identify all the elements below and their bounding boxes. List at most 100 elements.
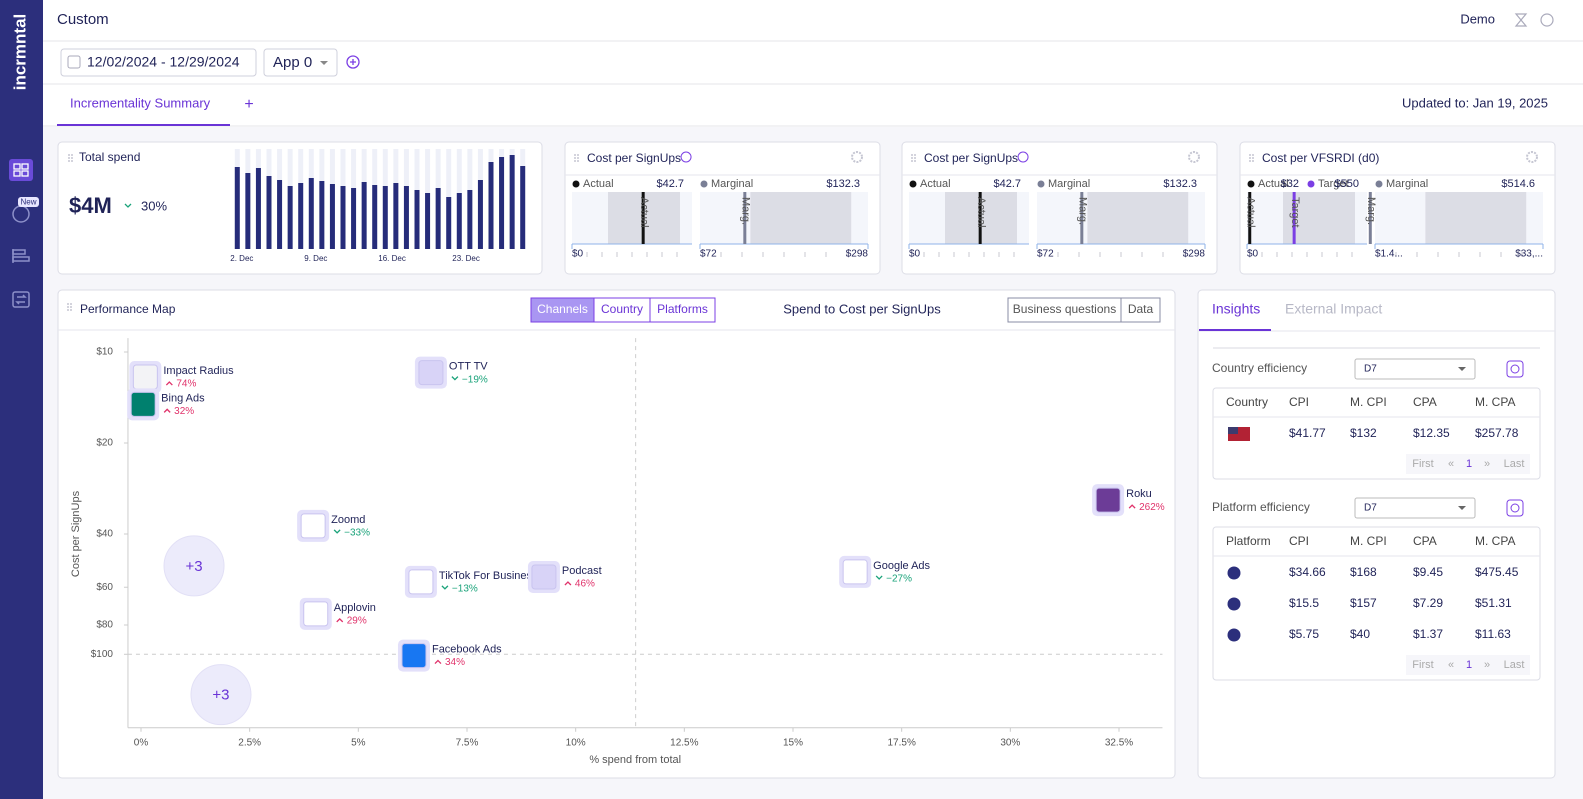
settings-icon[interactable] (851, 151, 863, 163)
column-toggle[interactable] (1506, 360, 1524, 378)
drag-handle[interactable] (71, 160, 73, 162)
drag-handle[interactable] (70, 309, 72, 311)
drag-handle[interactable] (911, 160, 913, 162)
pager-item[interactable]: » (1484, 458, 1490, 470)
drag-handle[interactable] (577, 154, 579, 156)
pager-item[interactable]: » (1484, 659, 1490, 671)
action-button[interactable] (1120, 297, 1161, 323)
column-header[interactable]: M. CPI (1350, 395, 1387, 409)
scale-label: $1.4... (1375, 249, 1403, 260)
add-filter[interactable] (346, 55, 360, 69)
point[interactable] (1095, 487, 1121, 513)
y-tick-label: $40 (96, 529, 113, 540)
drag-handle[interactable] (1252, 154, 1254, 156)
drag-handle[interactable] (577, 160, 579, 162)
pager-item[interactable]: 1 (1466, 659, 1472, 671)
drag-handle[interactable] (1249, 157, 1251, 159)
drag-handle[interactable] (67, 306, 69, 308)
kpi-change: 30% (141, 198, 167, 213)
drag-handle[interactable] (71, 157, 73, 159)
point-change: 34% (445, 657, 465, 668)
point[interactable] (303, 601, 329, 627)
cluster[interactable] (163, 535, 225, 597)
drag-handle[interactable] (1249, 154, 1251, 156)
point[interactable] (418, 360, 444, 386)
tab-active[interactable]: Incrementality Summary (70, 95, 211, 110)
drag-handle[interactable] (1252, 160, 1254, 162)
insights-tab[interactable]: Insights (1212, 301, 1260, 317)
legend-dot (1037, 180, 1045, 188)
period-select[interactable] (1354, 497, 1476, 519)
period-select[interactable] (1354, 358, 1476, 380)
drag-handle[interactable] (71, 154, 73, 156)
app-select[interactable] (263, 48, 338, 77)
drag-handle[interactable] (911, 154, 913, 156)
pager-item[interactable]: « (1448, 659, 1454, 671)
drag-handle[interactable] (914, 160, 916, 162)
column-header[interactable]: M. CPI (1350, 534, 1387, 548)
x-tick-label: 30% (1000, 738, 1020, 749)
add-tab[interactable]: + (244, 96, 253, 113)
pager-item[interactable]: First (1412, 458, 1433, 470)
bar (308, 178, 314, 249)
view-toggle[interactable] (649, 297, 716, 323)
pager-item[interactable]: Last (1504, 458, 1525, 470)
user-icon[interactable] (1540, 13, 1554, 27)
account-name[interactable]: Demo (1460, 11, 1495, 26)
drag-handle[interactable] (68, 157, 70, 159)
gauge-marker-label: Actual (638, 197, 650, 228)
cluster[interactable] (190, 664, 252, 726)
hourglass-icon[interactable] (1514, 13, 1528, 27)
drag-handle[interactable] (911, 157, 913, 159)
table-title: Country efficiency (1212, 361, 1307, 375)
view-toggle-label: Country (601, 302, 643, 316)
column-header[interactable]: CPA (1413, 395, 1437, 409)
pager-item[interactable]: Last (1504, 659, 1525, 671)
point[interactable] (531, 564, 557, 590)
drag-handle[interactable] (1252, 157, 1254, 159)
drag-handle[interactable] (1249, 160, 1251, 162)
column-header[interactable]: CPI (1289, 395, 1309, 409)
date-picker[interactable] (60, 48, 257, 77)
drag-handle[interactable] (70, 306, 72, 308)
drag-handle[interactable] (68, 160, 70, 162)
nav-integrations[interactable] (12, 291, 30, 308)
drag-handle[interactable] (70, 303, 72, 305)
column-header[interactable]: M. CPA (1475, 395, 1515, 409)
drag-handle[interactable] (67, 309, 69, 311)
drag-handle[interactable] (574, 154, 576, 156)
column-toggle[interactable] (1506, 499, 1524, 517)
y-tick-label: $20 (96, 438, 113, 449)
drag-handle[interactable] (67, 303, 69, 305)
drag-handle[interactable] (574, 160, 576, 162)
pager-item[interactable]: 1 (1466, 458, 1472, 470)
view-toggle[interactable] (530, 297, 595, 323)
column-header[interactable]: Country (1226, 395, 1268, 409)
bar (372, 185, 378, 249)
point-change: −19% (462, 374, 488, 385)
point[interactable] (408, 569, 434, 595)
point[interactable] (132, 364, 158, 390)
nav-reports[interactable] (12, 249, 30, 263)
column-header[interactable]: Platform (1226, 534, 1271, 548)
point[interactable] (130, 391, 156, 417)
pager-item[interactable]: First (1412, 659, 1433, 671)
column-header[interactable]: CPA (1413, 534, 1437, 548)
external-impact-tab[interactable]: External Impact (1285, 301, 1382, 317)
drag-handle[interactable] (68, 154, 70, 156)
drag-handle[interactable] (914, 154, 916, 156)
info-icon[interactable] (680, 151, 692, 163)
column-header[interactable]: CPI (1289, 534, 1309, 548)
settings-icon[interactable] (1188, 151, 1200, 163)
pager-item[interactable]: « (1448, 458, 1454, 470)
info-icon[interactable] (1017, 151, 1029, 163)
drag-handle[interactable] (914, 157, 916, 159)
point[interactable] (401, 643, 427, 669)
point[interactable] (842, 559, 868, 585)
nav-dashboard[interactable] (9, 159, 33, 181)
point[interactable] (300, 513, 326, 539)
column-header[interactable]: M. CPA (1475, 534, 1515, 548)
drag-handle[interactable] (577, 157, 579, 159)
drag-handle[interactable] (574, 157, 576, 159)
settings-icon[interactable] (1526, 151, 1538, 163)
